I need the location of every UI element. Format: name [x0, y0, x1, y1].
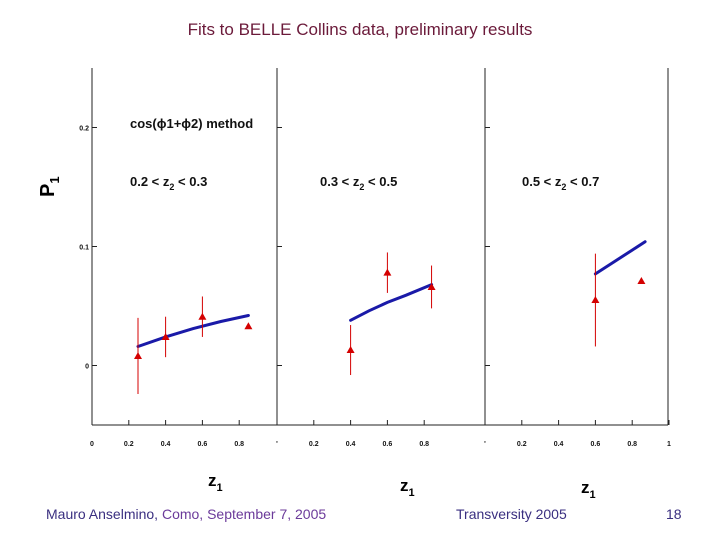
x-axis-title: z1	[400, 476, 415, 499]
panel-range-label: 0.2 < z2 < 0.3	[130, 174, 207, 192]
fit-curve	[136, 314, 250, 348]
x-tick-label: 0.8	[419, 441, 429, 448]
y-axis-title: P1	[37, 176, 62, 197]
footer-venue: Como, September 7, 2005	[161, 506, 327, 522]
axis-ticks: 0 0.1 0.2 0 0.2 0.4 0.6 0.8 ' 0.2 0.4 0.6 0.8 ' 0.2 0.4…	[79, 126, 671, 449]
data-point	[161, 332, 170, 340]
x-tick-label: 0.4	[554, 441, 564, 448]
data-point	[637, 277, 646, 285]
fit-curve	[349, 283, 434, 322]
data-points	[134, 252, 646, 395]
data-point	[383, 268, 392, 276]
x-tick-label: '	[276, 441, 278, 448]
x-tick-label: 0.4	[161, 441, 171, 448]
footer-author-line: Mauro Anselmino, Como, September 7, 2005	[46, 506, 326, 522]
data-point	[427, 282, 436, 290]
x-tick-label: 0.2	[517, 441, 527, 448]
page-number: 18	[666, 506, 682, 522]
footer-conference: Transversity 2005	[456, 506, 567, 522]
data-point	[244, 322, 253, 330]
x-tick-label: 0.2	[124, 441, 134, 448]
x-tick-label: 1	[667, 441, 671, 448]
data-point	[346, 346, 355, 354]
fit-curves	[136, 240, 647, 348]
y-tick-label: 0.2	[79, 126, 89, 133]
x-tick-label: 0	[90, 441, 94, 448]
data-point	[134, 351, 142, 359]
data-point	[198, 312, 207, 320]
footer-author: Mauro Anselmino,	[46, 506, 162, 522]
x-tick-label: 0.8	[627, 441, 637, 448]
x-tick-label: '	[484, 441, 486, 448]
x-tick-label: 0.6	[198, 441, 208, 448]
x-axis-title: z1	[581, 478, 596, 501]
panel-range-label: 0.3 < z2 < 0.5	[320, 174, 397, 192]
x-tick-label: 0.6	[383, 441, 393, 448]
x-tick-label: 0.2	[309, 441, 319, 448]
y-tick-label: 0.1	[79, 245, 89, 252]
panel-range-label: 0.5 < z2 < 0.7	[522, 174, 599, 192]
y-tick-label: 0	[85, 364, 89, 371]
method-label: cos(ϕ1+ϕ2) method	[130, 116, 253, 131]
fit-curve	[593, 240, 647, 276]
chart-labels: 0.2 < z2 < 0.3 z1 0.3 < z2 < 0.5 z1 0.5 < z2…	[37, 116, 599, 501]
x-tick-label: 0.6	[591, 441, 601, 448]
data-point	[591, 296, 600, 304]
x-axis-title: z1	[208, 471, 223, 494]
slide-title: Fits to BELLE Collins data, preliminary …	[187, 20, 533, 39]
x-tick-label: 0.4	[346, 441, 356, 448]
x-tick-label: 0.8	[234, 441, 244, 448]
